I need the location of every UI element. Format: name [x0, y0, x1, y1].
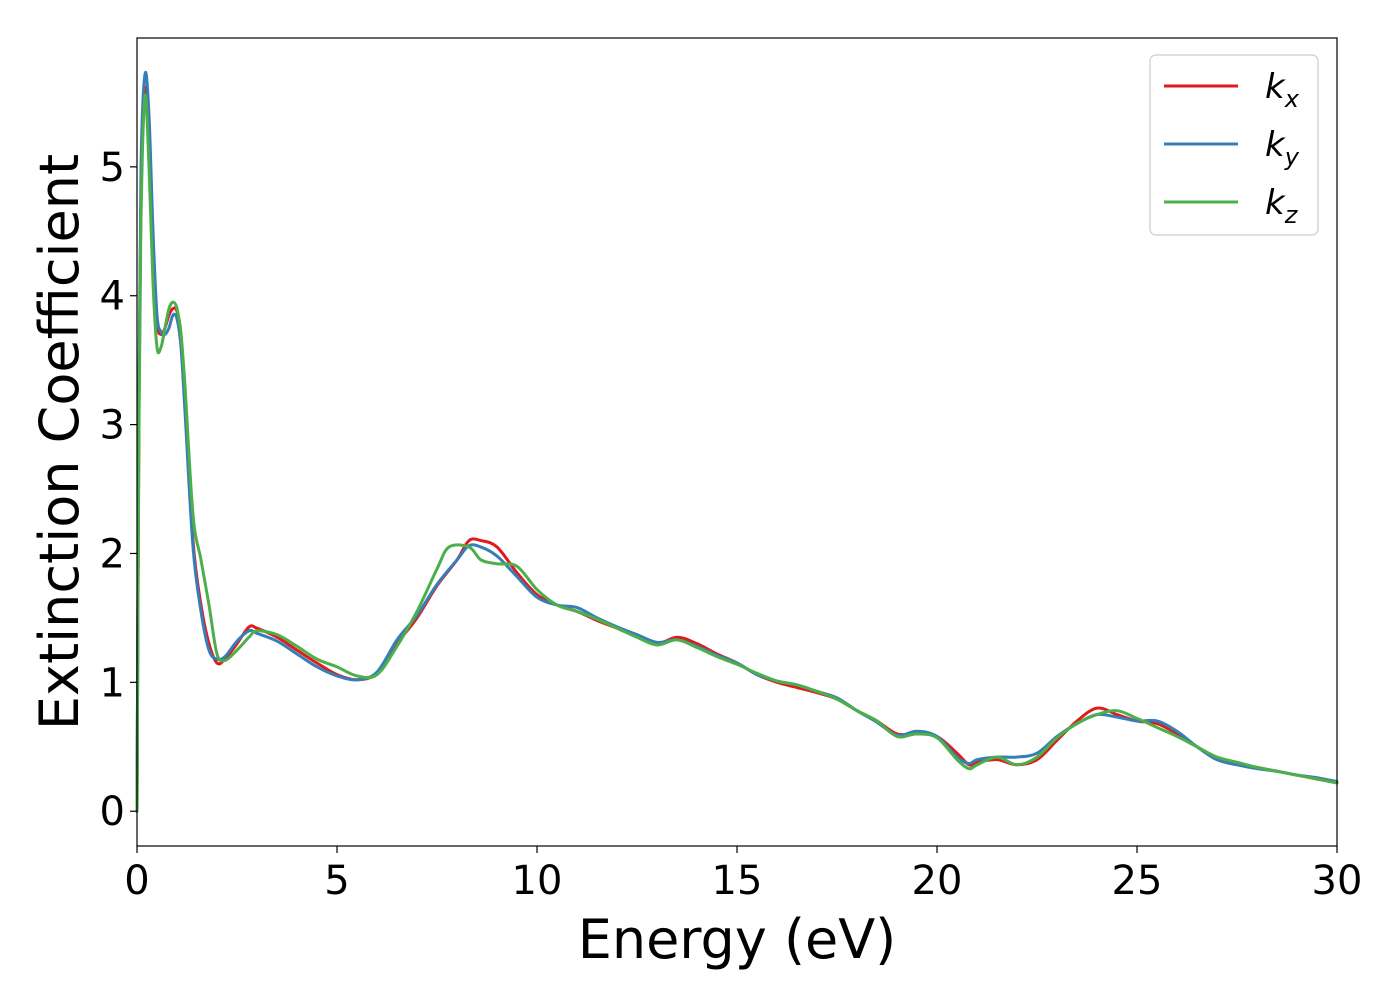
legend-label-ky: ky [1265, 125, 1300, 171]
y-tick-label: 4 [100, 274, 125, 320]
x-axis-label: Energy (eV) [578, 908, 897, 971]
x-tick-label: 15 [712, 858, 763, 904]
y-tick-label: 3 [100, 403, 125, 449]
x-tick-label: 5 [324, 858, 349, 904]
y-axis-label: Extinction Coefficient [28, 154, 91, 730]
y-axis-ticks: 0 1 2 3 4 5 [100, 145, 137, 835]
x-tick-label: 20 [912, 858, 963, 904]
x-tick-label: 0 [124, 858, 149, 904]
series-line-kz [135, 93, 1339, 813]
y-tick-label: 2 [100, 531, 125, 577]
series-layer [135, 70, 1339, 813]
legend: kx ky kz [1149, 54, 1319, 236]
y-tick-label: 5 [100, 145, 125, 191]
y-tick-label: 1 [100, 660, 125, 706]
legend-label-kx: kx [1265, 67, 1300, 113]
y-tick-label: 0 [100, 789, 125, 835]
x-tick-label: 30 [1312, 858, 1363, 904]
legend-label-kz: kz [1265, 183, 1299, 229]
x-tick-label: 25 [1112, 858, 1163, 904]
plot-background [137, 38, 1337, 846]
x-axis-ticks: 0 5 10 15 20 25 30 [124, 846, 1362, 904]
legend-items: kx ky kz [1164, 67, 1300, 229]
x-tick-label: 10 [512, 858, 563, 904]
